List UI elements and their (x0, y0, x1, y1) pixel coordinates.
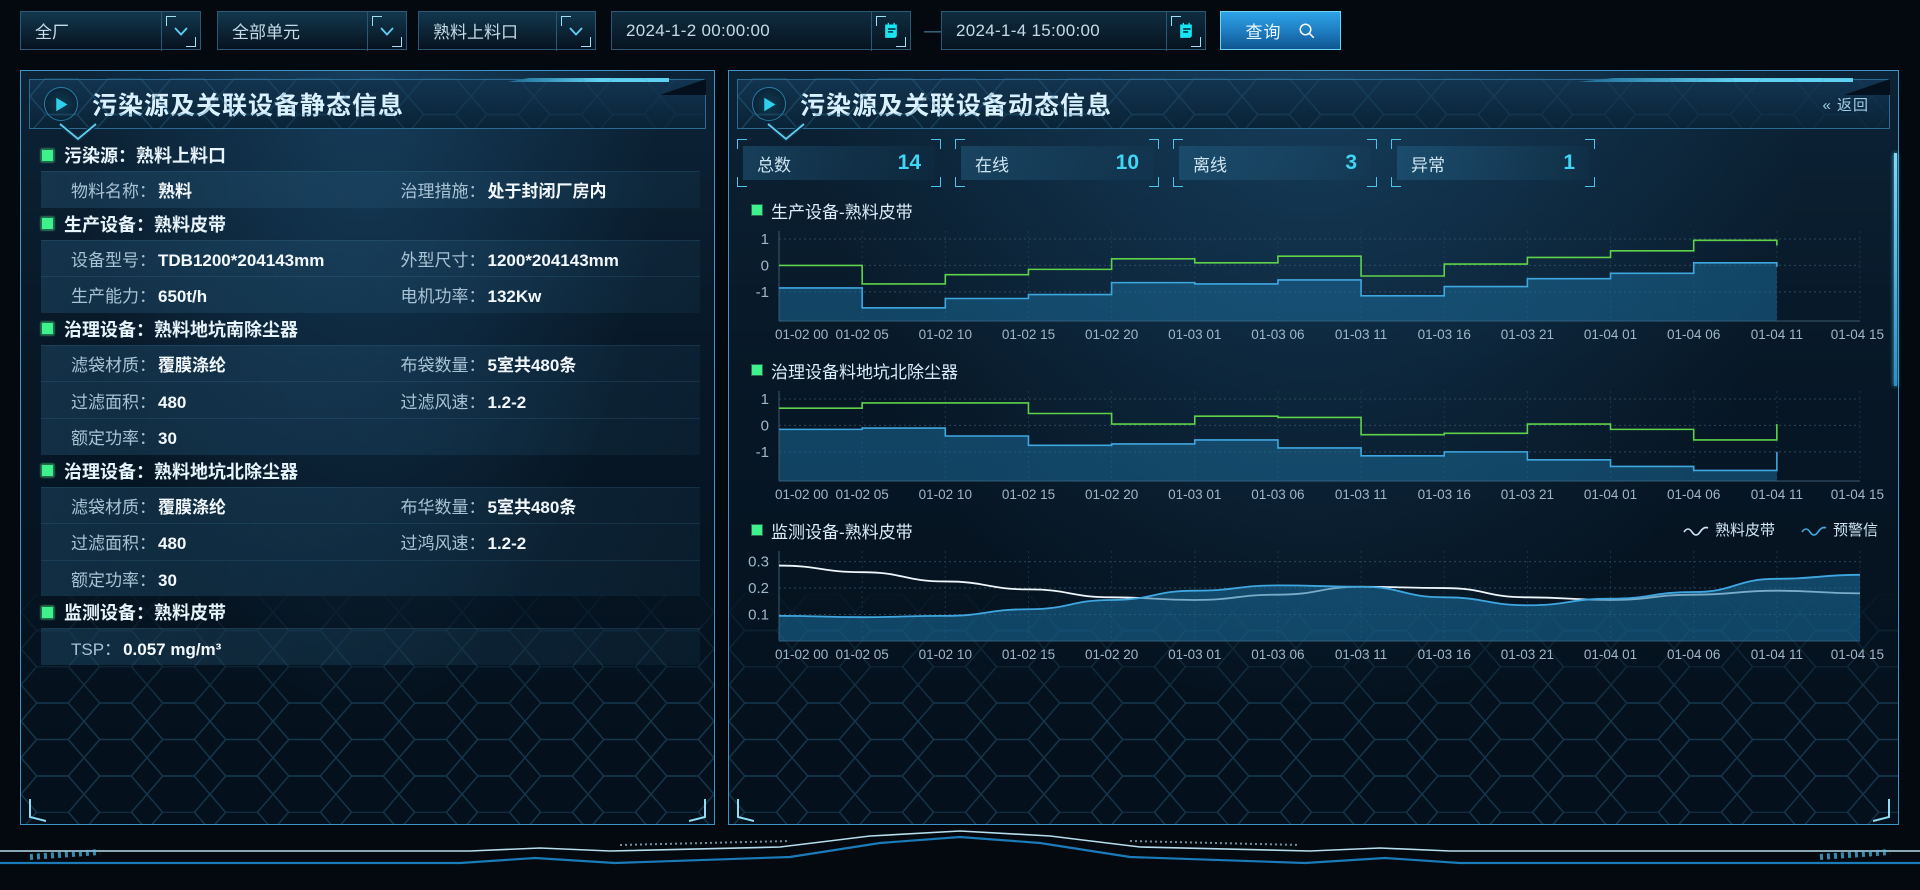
svg-text:0.2: 0.2 (748, 580, 769, 597)
svg-text:01-02 15: 01-02 15 (1002, 647, 1055, 662)
svg-text:01-03 16: 01-03 16 (1418, 647, 1471, 662)
svg-text:01-04 06: 01-04 06 (1667, 327, 1720, 342)
svg-text:01-02 10: 01-02 10 (919, 487, 972, 502)
svg-text:01-04 15: 01-04 15 (1831, 487, 1884, 502)
svg-text:01-04 06: 01-04 06 (1667, 647, 1720, 662)
svg-text:-1: -1 (756, 444, 769, 461)
svg-text:01-02 20: 01-02 20 (1085, 327, 1138, 342)
svg-text:1: 1 (761, 231, 769, 248)
svg-text:01-02 05: 01-02 05 (836, 487, 889, 502)
svg-text:01-04 11: 01-04 11 (1751, 647, 1803, 662)
svg-text:01-02 05: 01-02 05 (836, 647, 889, 662)
svg-text:0: 0 (761, 417, 769, 434)
svg-text:01-02 00: 01-02 00 (775, 327, 828, 342)
svg-text:01-02 05: 01-02 05 (836, 327, 889, 342)
svg-text:01-03 11: 01-03 11 (1335, 327, 1387, 342)
svg-text:01-03 01: 01-03 01 (1168, 327, 1221, 342)
svg-text:01-04 15: 01-04 15 (1831, 327, 1884, 342)
svg-text:01-02 20: 01-02 20 (1085, 487, 1138, 502)
svg-text:01-03 21: 01-03 21 (1501, 327, 1554, 342)
svg-text:01-03 21: 01-03 21 (1501, 647, 1554, 662)
svg-text:01-04 01: 01-04 01 (1584, 487, 1637, 502)
svg-text:01-03 06: 01-03 06 (1251, 327, 1304, 342)
svg-text:01-04 11: 01-04 11 (1751, 487, 1803, 502)
svg-text:01-03 16: 01-03 16 (1418, 327, 1471, 342)
svg-text:01-03 01: 01-03 01 (1168, 647, 1221, 662)
svg-text:01-02 00: 01-02 00 (775, 647, 828, 662)
svg-text:01-04 01: 01-04 01 (1584, 647, 1637, 662)
svg-text:01-03 21: 01-03 21 (1501, 487, 1554, 502)
svg-text:01-03 16: 01-03 16 (1418, 487, 1471, 502)
svg-text:01-02 15: 01-02 15 (1002, 487, 1055, 502)
svg-text:0: 0 (761, 257, 769, 274)
svg-text:01-02 10: 01-02 10 (919, 327, 972, 342)
svg-text:01-03 01: 01-03 01 (1168, 487, 1221, 502)
svg-text:01-02 10: 01-02 10 (919, 647, 972, 662)
svg-text:01-04 15: 01-04 15 (1831, 647, 1884, 662)
svg-text:01-02 15: 01-02 15 (1002, 327, 1055, 342)
svg-text:01-02 00: 01-02 00 (775, 487, 828, 502)
svg-text:01-03 06: 01-03 06 (1251, 647, 1304, 662)
svg-text:01-03 11: 01-03 11 (1335, 647, 1387, 662)
svg-text:0.3: 0.3 (748, 554, 769, 571)
svg-text:01-03 11: 01-03 11 (1335, 487, 1387, 502)
svg-text:01-04 11: 01-04 11 (1751, 327, 1803, 342)
svg-text:01-04 06: 01-04 06 (1667, 487, 1720, 502)
svg-text:01-03 06: 01-03 06 (1251, 487, 1304, 502)
svg-text:0.1: 0.1 (748, 607, 769, 624)
svg-text:01-04 01: 01-04 01 (1584, 327, 1637, 342)
svg-text:01-02 20: 01-02 20 (1085, 647, 1138, 662)
svg-text:1: 1 (761, 391, 769, 408)
svg-text:-1: -1 (756, 284, 769, 301)
